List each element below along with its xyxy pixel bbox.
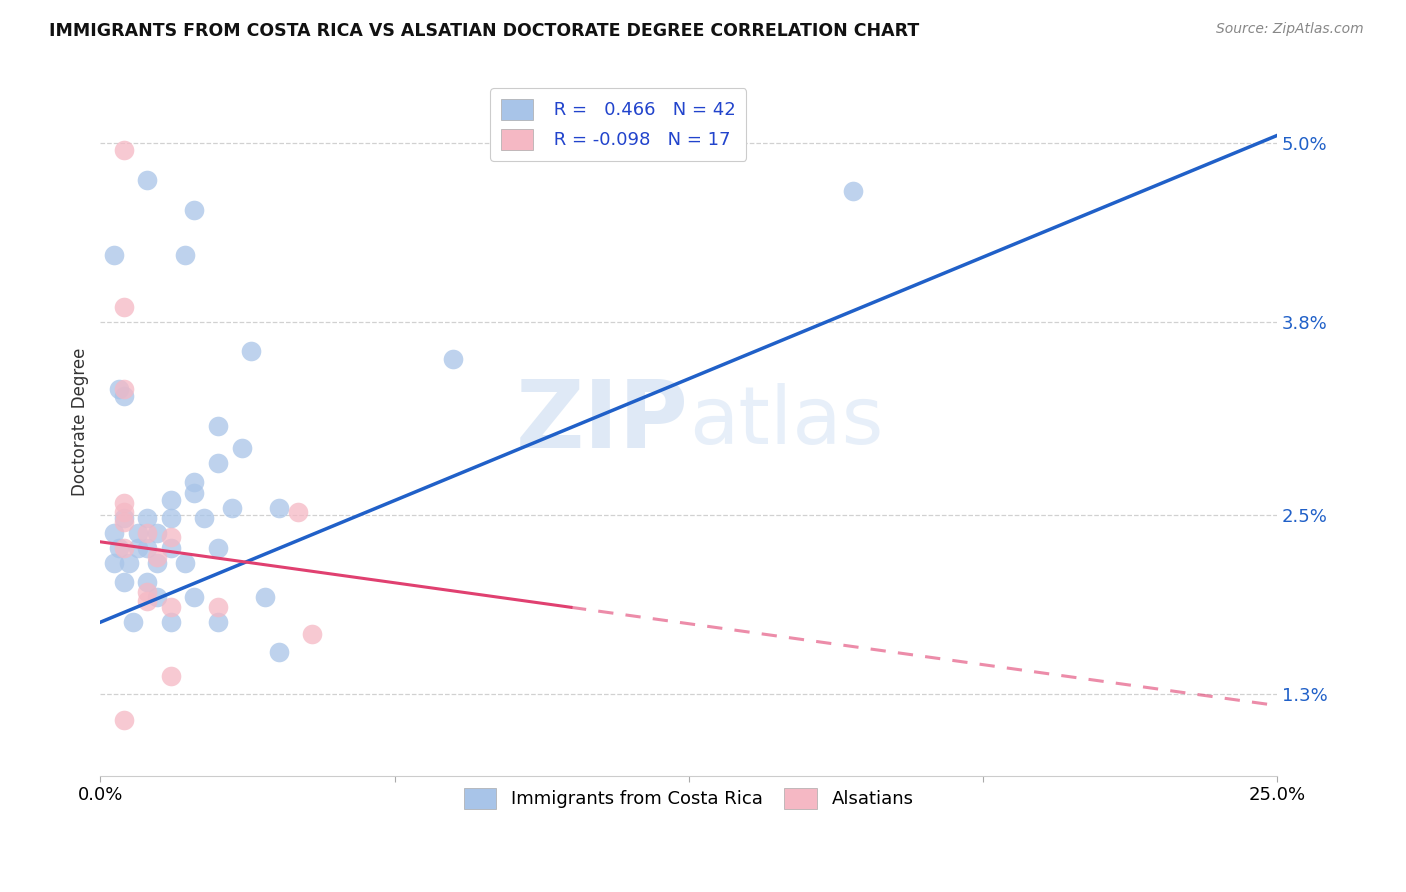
Point bbox=[136, 574, 159, 589]
Point bbox=[127, 541, 149, 555]
Point bbox=[269, 645, 291, 659]
Point bbox=[112, 714, 135, 728]
Point bbox=[160, 493, 183, 508]
Point bbox=[112, 505, 135, 519]
Point bbox=[174, 247, 197, 261]
Point bbox=[207, 615, 229, 630]
Point bbox=[207, 600, 229, 615]
Point bbox=[108, 541, 131, 555]
Point bbox=[122, 615, 145, 630]
Point bbox=[160, 615, 183, 630]
Point bbox=[183, 475, 205, 490]
Point bbox=[112, 389, 135, 403]
Point bbox=[103, 556, 125, 570]
Point bbox=[269, 500, 291, 515]
Point bbox=[103, 525, 125, 540]
Point bbox=[112, 541, 135, 555]
Point bbox=[207, 418, 229, 433]
Point bbox=[183, 202, 205, 217]
Point bbox=[112, 516, 135, 530]
Point bbox=[112, 144, 135, 158]
Text: IMMIGRANTS FROM COSTA RICA VS ALSATIAN DOCTORATE DEGREE CORRELATION CHART: IMMIGRANTS FROM COSTA RICA VS ALSATIAN D… bbox=[49, 22, 920, 40]
Point bbox=[160, 541, 183, 555]
Point bbox=[160, 669, 183, 683]
Point bbox=[112, 574, 135, 589]
Point bbox=[301, 627, 323, 641]
Point bbox=[287, 505, 309, 519]
Point bbox=[108, 382, 131, 396]
Point bbox=[146, 556, 169, 570]
Point bbox=[112, 496, 135, 510]
Point bbox=[103, 247, 125, 261]
Point bbox=[136, 585, 159, 599]
Point bbox=[146, 590, 169, 604]
Point bbox=[207, 456, 229, 470]
Point bbox=[136, 525, 159, 540]
Point bbox=[160, 600, 183, 615]
Point bbox=[136, 541, 159, 555]
Point bbox=[842, 184, 865, 198]
Point bbox=[112, 511, 135, 525]
Legend: Immigrants from Costa Rica, Alsatians: Immigrants from Costa Rica, Alsatians bbox=[457, 780, 921, 816]
Point bbox=[117, 556, 139, 570]
Point bbox=[183, 485, 205, 500]
Point bbox=[441, 351, 464, 366]
Point bbox=[146, 525, 169, 540]
Point bbox=[207, 541, 229, 555]
Text: Source: ZipAtlas.com: Source: ZipAtlas.com bbox=[1216, 22, 1364, 37]
Point bbox=[231, 441, 253, 455]
Point bbox=[136, 594, 159, 608]
Point bbox=[174, 556, 197, 570]
Point bbox=[160, 511, 183, 525]
Point bbox=[112, 382, 135, 396]
Point bbox=[127, 525, 149, 540]
Y-axis label: Doctorate Degree: Doctorate Degree bbox=[72, 348, 89, 496]
Point bbox=[146, 549, 169, 564]
Point bbox=[221, 500, 243, 515]
Point bbox=[136, 511, 159, 525]
Point bbox=[136, 173, 159, 187]
Text: atlas: atlas bbox=[689, 383, 883, 461]
Point bbox=[112, 300, 135, 314]
Text: ZIP: ZIP bbox=[516, 376, 689, 468]
Point bbox=[239, 344, 262, 359]
Point bbox=[160, 530, 183, 544]
Point bbox=[193, 511, 215, 525]
Point bbox=[183, 590, 205, 604]
Point bbox=[254, 590, 277, 604]
